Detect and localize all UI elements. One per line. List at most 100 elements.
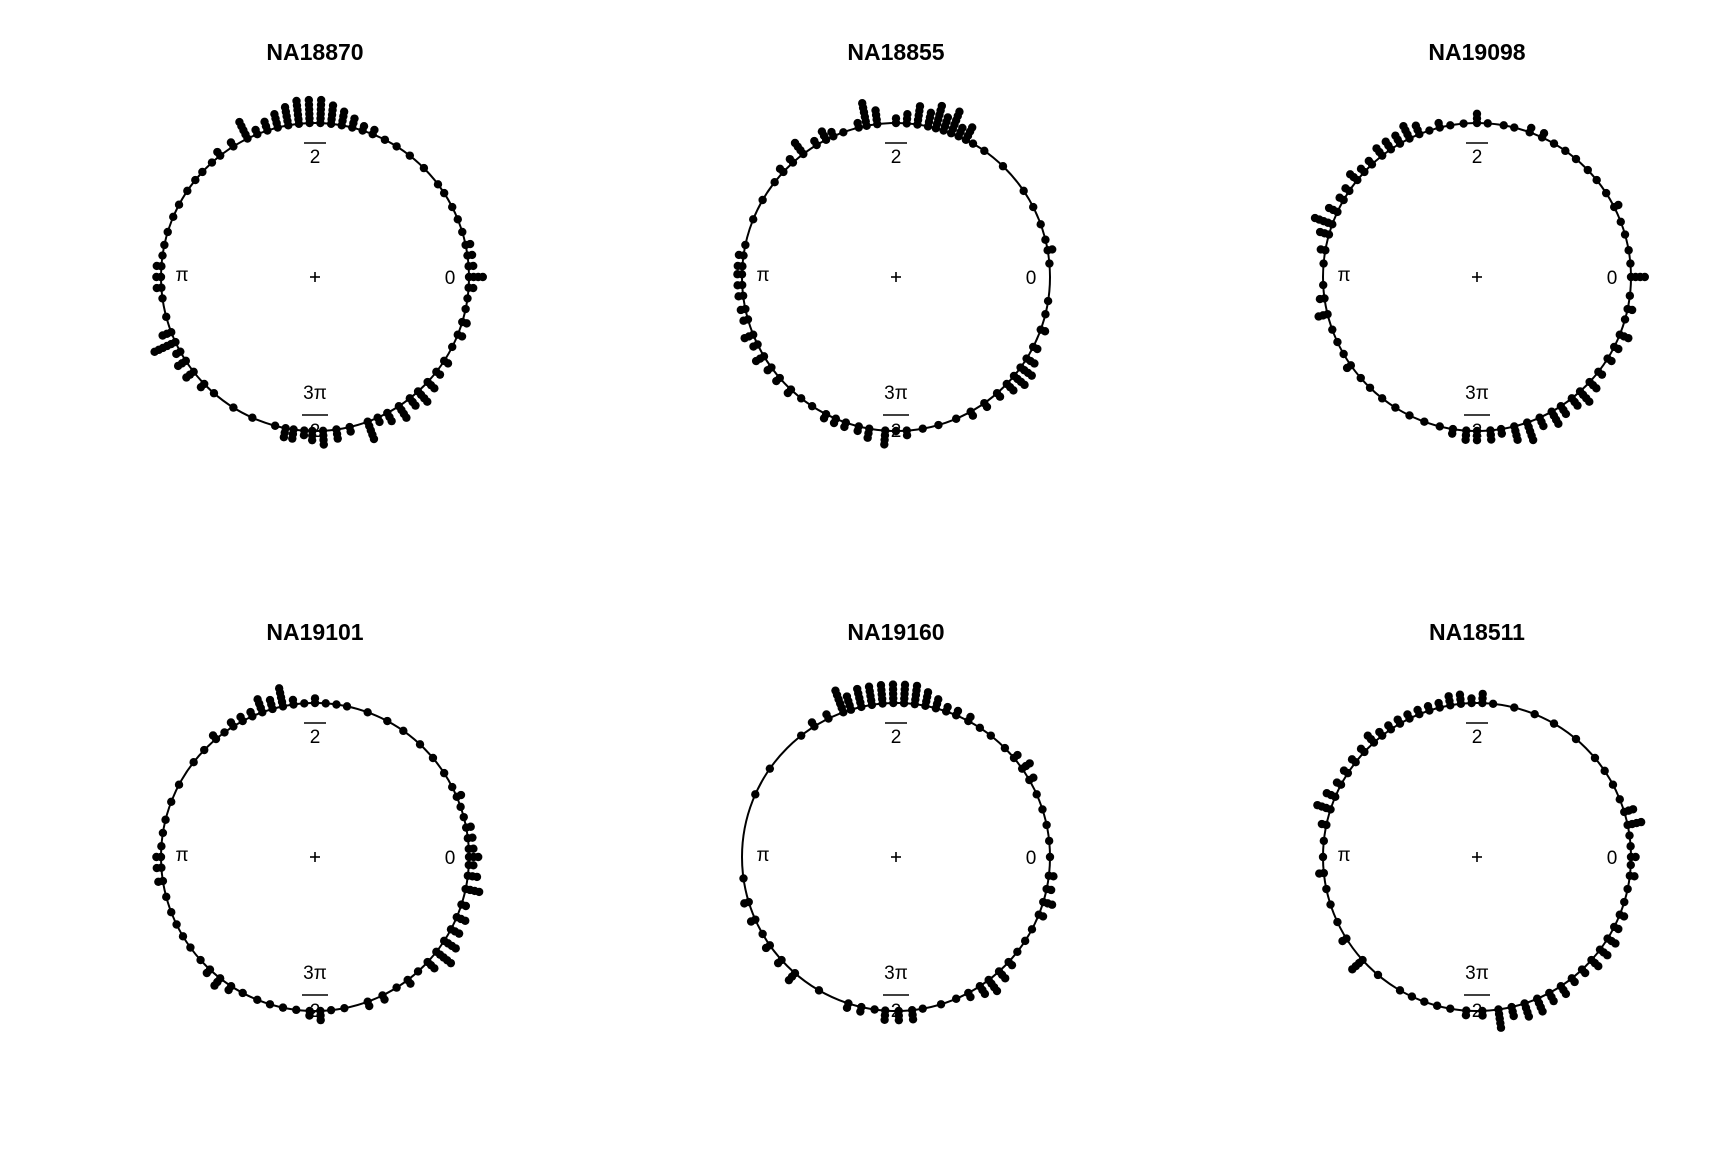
data-point <box>339 107 349 116</box>
data-point <box>1561 989 1571 999</box>
data-point <box>430 964 439 973</box>
data-point <box>734 250 744 260</box>
data-point <box>1391 403 1400 412</box>
data-point <box>1528 435 1538 445</box>
data-point <box>1425 126 1434 135</box>
data-point <box>853 426 862 436</box>
data-point <box>461 304 470 314</box>
data-point <box>966 712 975 722</box>
data-point <box>383 716 392 726</box>
data-point <box>173 361 183 371</box>
data-point <box>253 695 262 704</box>
data-point <box>443 359 453 368</box>
data-point <box>1356 373 1365 383</box>
data-point <box>235 117 244 127</box>
data-point <box>1600 766 1609 776</box>
data-point <box>765 764 775 773</box>
data-point <box>934 695 943 704</box>
data-point <box>461 901 471 911</box>
data-point <box>783 388 793 398</box>
angle-label-half-pi-denominator: 2 <box>1472 727 1483 748</box>
data-point <box>1029 202 1038 212</box>
data-point <box>758 929 767 939</box>
data-point <box>158 251 167 260</box>
data-point <box>1324 203 1334 213</box>
data-point <box>1472 436 1482 445</box>
data-point <box>880 1015 889 1024</box>
data-point <box>740 899 749 908</box>
angle-label-zero: 0 <box>445 268 456 289</box>
angle-label-pi: π <box>175 845 188 866</box>
data-point <box>1472 109 1482 119</box>
data-point <box>1364 156 1374 166</box>
data-point <box>208 731 218 740</box>
data-point <box>462 319 471 328</box>
center-cross <box>1472 272 1482 282</box>
data-point <box>278 1003 288 1012</box>
data-point <box>951 994 961 1003</box>
data-point <box>1435 422 1444 431</box>
data-point <box>1594 962 1603 971</box>
data-point <box>796 731 806 740</box>
data-point <box>167 907 176 917</box>
data-point <box>280 103 290 112</box>
data-point <box>387 416 396 426</box>
data-point <box>1624 333 1633 343</box>
center-cross <box>891 272 901 282</box>
data-point <box>1020 936 1030 946</box>
data-point <box>943 113 953 122</box>
data-point <box>1447 429 1457 438</box>
data-point <box>1319 259 1328 268</box>
data-point <box>328 101 338 110</box>
data-point <box>236 712 245 722</box>
data-point <box>238 988 247 998</box>
data-point <box>1461 1011 1471 1020</box>
data-point <box>1499 121 1508 130</box>
data-point <box>469 261 478 271</box>
data-point <box>380 995 389 1004</box>
data-point <box>158 294 167 303</box>
data-point <box>955 107 964 116</box>
data-point <box>1623 884 1632 894</box>
data-point <box>439 768 449 778</box>
data-point <box>461 916 470 925</box>
data-point <box>246 707 255 717</box>
data-point <box>316 1015 325 1025</box>
data-point <box>733 281 742 290</box>
data-point <box>1467 694 1476 703</box>
data-point <box>1328 325 1337 334</box>
data-point <box>1027 925 1037 934</box>
data-point <box>751 790 760 799</box>
data-point <box>1391 131 1400 140</box>
data-point <box>1461 435 1470 444</box>
data-point <box>880 440 889 449</box>
data-point <box>210 981 219 990</box>
data-point <box>934 420 943 430</box>
data-point <box>1318 852 1328 862</box>
data-point <box>810 136 819 146</box>
data-point <box>200 745 209 755</box>
data-point <box>157 842 166 851</box>
data-point <box>863 433 872 442</box>
data-point <box>1045 852 1055 862</box>
data-point <box>918 424 927 433</box>
data-point <box>871 106 880 115</box>
data-point <box>1373 970 1383 980</box>
data-point <box>903 110 912 119</box>
data-point <box>316 95 326 105</box>
data-point <box>1339 766 1349 775</box>
data-point <box>1407 992 1417 1001</box>
data-point <box>1020 380 1029 390</box>
data-point <box>458 227 467 237</box>
data-point <box>1411 121 1421 130</box>
data-point <box>468 833 477 842</box>
data-point <box>1626 842 1635 851</box>
data-point <box>1496 1023 1506 1032</box>
data-point <box>761 943 771 953</box>
data-point <box>1432 1001 1442 1010</box>
data-point <box>982 402 992 412</box>
data-point <box>1044 836 1054 846</box>
data-point <box>1571 734 1581 744</box>
data-point <box>1530 710 1539 719</box>
panel-title: NA18870 <box>266 39 363 65</box>
